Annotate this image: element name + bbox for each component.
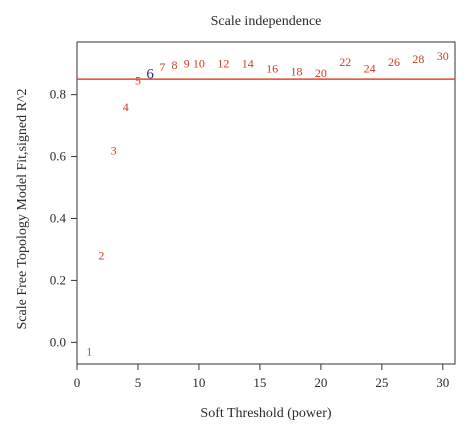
axis-ticks: 0 5 10 15 20 25 30 0.0 0.2 0.4 0.6 0.8 [50, 87, 450, 390]
data-point: 1 [86, 345, 92, 359]
data-point: 14 [242, 57, 254, 71]
y-tick-label: 0.6 [50, 149, 67, 164]
data-point: 30 [437, 49, 449, 63]
data-point: 12 [217, 57, 229, 71]
data-point: 9 [184, 57, 190, 71]
x-tick-label: 5 [135, 375, 142, 390]
chart-title: Scale independence [211, 14, 322, 29]
data-point: 7 [159, 60, 165, 74]
data-point: 20 [315, 66, 327, 80]
x-tick-label: 20 [314, 375, 327, 390]
data-point: 26 [388, 55, 400, 69]
x-axis-label: Soft Threshold (power) [200, 406, 331, 421]
data-point: 22 [339, 55, 351, 69]
data-point: 2 [98, 249, 104, 263]
data-point-highlight: 6 [146, 67, 154, 83]
data-point: 4 [123, 100, 129, 114]
data-point: 10 [193, 57, 205, 71]
y-tick-label: 0.0 [50, 334, 66, 349]
x-tick-label: 10 [192, 375, 205, 390]
data-point: 18 [290, 64, 302, 78]
data-point: 16 [266, 61, 278, 75]
plot-frame [76, 41, 456, 365]
y-tick-label: 0.2 [50, 272, 66, 287]
data-point: 3 [111, 143, 117, 157]
data-point: 28 [412, 52, 424, 66]
data-point: 24 [364, 61, 376, 75]
y-axis-label: Scale Free Topology Model Fit,signed R^2 [15, 89, 30, 330]
y-tick-label: 0.8 [50, 87, 66, 102]
x-tick-label: 0 [74, 375, 81, 390]
data-point: 5 [135, 74, 141, 88]
x-tick-label: 30 [436, 375, 449, 390]
x-tick-label: 25 [375, 375, 388, 390]
x-tick-label: 15 [253, 375, 266, 390]
data-point: 8 [172, 58, 178, 72]
y-tick-label: 0.4 [50, 210, 67, 225]
